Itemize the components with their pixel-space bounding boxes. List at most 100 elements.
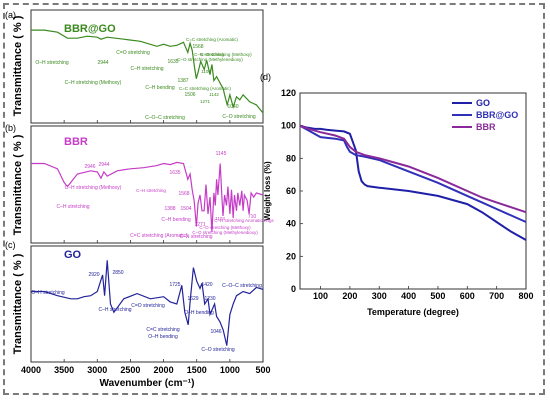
ftir-annotation: C–N stretching bbox=[194, 52, 224, 57]
ftir-annotation: 710 bbox=[248, 214, 257, 220]
ftir-annotation: C–H stretching bbox=[98, 307, 131, 313]
ftir-annotation: 1142 bbox=[209, 92, 219, 97]
ftir-annotation: C–O stretching bbox=[201, 347, 235, 353]
ftir-xtick-label: 2000 bbox=[154, 365, 174, 375]
ftir-annotation: C–H stretching (Methoxy) bbox=[65, 185, 122, 191]
tga-ytick-label: 40 bbox=[286, 219, 296, 229]
tga-xtick-label: 700 bbox=[489, 291, 504, 301]
ftir-annotation: C=C stretching bbox=[146, 327, 179, 333]
ftir-annotation: 2944 bbox=[98, 162, 109, 168]
ftir-annotation: 1230 bbox=[204, 296, 215, 302]
ftir-annotation: 1040 bbox=[227, 104, 238, 110]
tga-xlabel: Temperature (degree) bbox=[367, 307, 459, 317]
ftir-annotation: O–H stretching bbox=[31, 290, 65, 296]
ftir-annotation: 1506 bbox=[184, 92, 195, 98]
ftir-annotation: 1568 bbox=[178, 191, 189, 197]
ftir-annotation: O–H bending bbox=[184, 310, 214, 316]
ftir-annotation: O–H stretching bbox=[35, 60, 69, 66]
ftir-annotation: 1271 bbox=[200, 99, 211, 104]
panel-a-frame bbox=[30, 9, 264, 124]
panel-c-letter: (c) bbox=[5, 240, 16, 250]
tga-series-line-bbr bbox=[299, 124, 527, 214]
panel-d-letter: (d) bbox=[260, 72, 271, 82]
ftir-annotation: 2850 bbox=[112, 270, 123, 276]
ftir-annotation: C–H stretching bbox=[56, 204, 89, 210]
tga-xtick-label: 200 bbox=[342, 291, 357, 301]
tga-ytick-label: 80 bbox=[286, 153, 296, 163]
tga-xtick-label: 300 bbox=[372, 291, 387, 301]
ftir-annotation: 1568 bbox=[192, 44, 203, 50]
ftir-annotation: 2946 bbox=[84, 164, 95, 170]
ftir-annotation: C=O stretching bbox=[116, 50, 150, 56]
ftir-annotation: 1046 bbox=[210, 329, 221, 335]
ftir-xtick-label: 4000 bbox=[21, 365, 41, 375]
tga-legend-label: BBR bbox=[476, 122, 496, 132]
ftir-annotation: 1100 bbox=[201, 69, 211, 74]
ftir-xtick-label: 3000 bbox=[87, 365, 107, 375]
ftir-annotation: 1635 bbox=[169, 170, 180, 176]
panel-a-letter: (a) bbox=[5, 10, 16, 20]
ftir-annotation: C=C stretching (Aromatic) bbox=[130, 233, 188, 239]
ftir-annotation: C=C stretching (Aromatic) bbox=[186, 37, 238, 42]
tga-series-line-go bbox=[299, 124, 527, 241]
ftir-annotation: C–O–C stretching bbox=[222, 283, 262, 289]
ftir-annotation: C–H bending bbox=[161, 217, 190, 223]
tga-xtick-label: 600 bbox=[460, 291, 475, 301]
figure-frame bbox=[3, 3, 545, 395]
panel-c-ylabel: Transmittance ( % ) bbox=[12, 253, 24, 354]
ftir-annotation: C–H bending bbox=[145, 85, 174, 91]
tga-xtick-label: 100 bbox=[313, 291, 328, 301]
ftir-series-line-a bbox=[31, 29, 264, 114]
ftir-annotation: 1635 bbox=[167, 59, 178, 65]
tga-ytick-label: 0 bbox=[291, 284, 296, 294]
ftir-xtick-label: 1000 bbox=[220, 365, 240, 375]
ftir-annotation: C–H stretching bbox=[136, 188, 166, 193]
panel-b-frame bbox=[30, 125, 264, 244]
tga-ylabel: Weight loss (%) bbox=[263, 161, 272, 221]
tga-ytick-label: 120 bbox=[281, 88, 296, 98]
ftir-annotation: 1145 bbox=[216, 151, 227, 157]
tga-legend-label: BBR@GO bbox=[476, 110, 518, 120]
ftir-annotation: 1420 bbox=[201, 282, 212, 288]
ftir-annotation: C–H stretching (Methoxy) bbox=[65, 80, 122, 86]
tga-ytick-label: 60 bbox=[286, 186, 296, 196]
ftir-annotation: C–O stretching (Methylenedioxy) bbox=[192, 230, 258, 235]
ftir-series-line-b bbox=[31, 161, 264, 232]
panel-b-ylabel: Transmittance ( % ) bbox=[12, 134, 24, 235]
ftir-annotation: 1629 bbox=[187, 296, 198, 302]
ftir-xtick-label: 500 bbox=[255, 365, 270, 375]
ftir-xtick-label: 1500 bbox=[187, 365, 207, 375]
ftir-annotation: C–N stretching bbox=[179, 234, 212, 240]
tga-xtick-label: 500 bbox=[430, 291, 445, 301]
ftir-annotation: C–O stretching (Methoxy) bbox=[199, 225, 251, 230]
ftir-annotation: 1725 bbox=[169, 282, 180, 288]
panel-b-letter: (b) bbox=[5, 123, 16, 133]
panel-c-frame bbox=[30, 245, 264, 363]
ftir-xtick-label: 3500 bbox=[54, 365, 74, 375]
ftir-annotation: 1387 bbox=[177, 78, 188, 84]
ftir-annotation: C=C stretching (Aromatic) bbox=[179, 86, 231, 91]
ftir-series-line-c bbox=[31, 260, 264, 346]
tga-legend-label: GO bbox=[476, 98, 490, 108]
ftir-annotation: 1504 bbox=[180, 206, 191, 212]
tga-ytick-label: 20 bbox=[286, 251, 296, 261]
ftir-annotation: C–H stretching Aromatic rings bbox=[214, 218, 274, 223]
ftir-annotation: 2944 bbox=[97, 60, 108, 66]
panel-a-title: BBR@GO bbox=[64, 23, 116, 35]
ftir-annotation: C–H stretching bbox=[130, 66, 163, 72]
tga-series-line-bbr-at-go bbox=[299, 124, 527, 223]
ftir-annotation: 1388 bbox=[164, 206, 175, 212]
ftir-annotation: C–O stretching (Methoxy) bbox=[200, 52, 252, 57]
tga-xtick-label: 800 bbox=[518, 291, 533, 301]
tga-xtick-label: 400 bbox=[401, 291, 416, 301]
ftir-xtick-label: 2500 bbox=[120, 365, 140, 375]
ftir-annotation: 2920 bbox=[88, 272, 99, 278]
tga-legend: GO BBR@GO BBR bbox=[452, 98, 518, 132]
panel-b-title: BBR bbox=[64, 136, 88, 148]
ftir-annotation: C–O stretching (Methylenedioxy) bbox=[177, 57, 243, 62]
ftir-xlabel: Wavenumber (cm⁻¹) bbox=[100, 378, 195, 389]
ftir-annotation: 1103 bbox=[215, 216, 225, 221]
panel-a-ylabel: Transmittance ( % ) bbox=[12, 15, 24, 116]
tga-ytick-label: 100 bbox=[281, 121, 296, 131]
